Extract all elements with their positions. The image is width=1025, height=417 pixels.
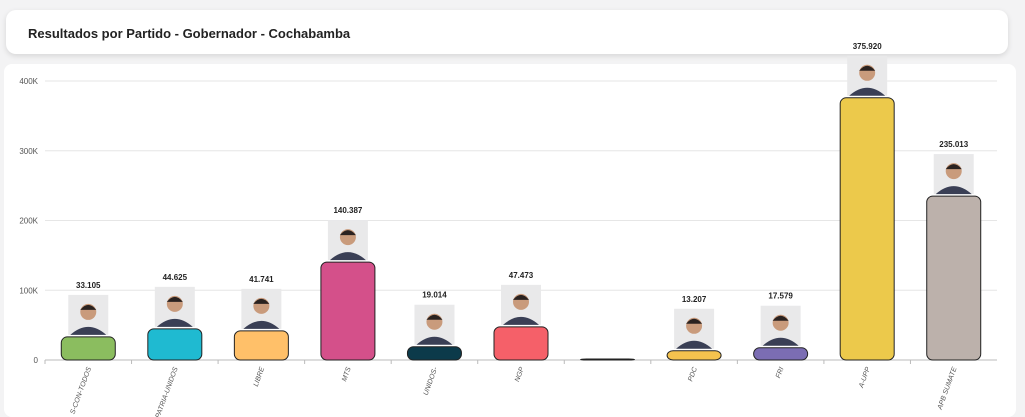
data-label: 41.741 [249, 275, 274, 284]
hair-icon [166, 296, 183, 302]
hair-icon [513, 294, 529, 300]
bar [580, 358, 636, 361]
hair-icon [80, 304, 97, 310]
x-tick-label: FRI [775, 366, 785, 379]
bar [839, 97, 895, 361]
y-tick-label: 200K [19, 217, 38, 226]
data-label: 33.105 [76, 281, 101, 290]
bar [753, 347, 809, 361]
torso-icon [416, 336, 453, 345]
y-tick-label: 0 [34, 356, 39, 365]
candidate-photo [847, 55, 888, 96]
data-label: 44.625 [163, 273, 188, 282]
candidate-photo [933, 154, 974, 195]
bar [320, 261, 376, 361]
torso-icon [935, 186, 972, 195]
data-label: 17.579 [768, 292, 793, 301]
y-tick-label: 100K [19, 286, 38, 295]
data-label: 47.473 [509, 271, 534, 280]
data-label: 375.920 [853, 42, 882, 51]
candidate-photo [414, 304, 455, 345]
torso-icon [156, 318, 193, 327]
bar [406, 346, 462, 361]
hair-icon [859, 65, 876, 71]
x-tick-label: PATRIA-UNIDOS [155, 366, 180, 417]
candidate-photo [674, 308, 715, 349]
x-tick-label: PDC [687, 365, 699, 382]
torso-icon [676, 340, 713, 349]
candidate-photo [68, 294, 109, 335]
candidate-photo [241, 288, 282, 329]
hair-icon [945, 164, 962, 170]
data-label: 13.207 [682, 295, 707, 304]
data-label: 140.387 [333, 206, 362, 215]
candidate-photo [327, 220, 368, 261]
bar [233, 330, 289, 361]
hair-icon [426, 314, 443, 320]
bar [60, 336, 116, 361]
x-tick-label: LIBRE [253, 366, 267, 388]
torso-icon [329, 252, 366, 261]
hair-icon [686, 318, 703, 324]
bar [666, 350, 722, 361]
bar [493, 326, 549, 361]
candidate-photo [154, 286, 195, 327]
hair-icon [253, 298, 270, 304]
x-tick-label: S-CON-TODOS [70, 366, 94, 415]
x-tick-label: MTS [341, 366, 353, 383]
candidate-photo [501, 284, 541, 325]
torso-icon [849, 87, 886, 96]
y-tick-label: 400K [19, 77, 38, 86]
torso-icon [70, 326, 107, 335]
candidate-photo [760, 305, 801, 346]
page-title: Resultados por Partido - Gobernador - Co… [28, 26, 351, 41]
bar [147, 328, 203, 361]
y-tick-label: 300K [19, 147, 38, 156]
torso-icon [243, 320, 280, 329]
hair-icon [339, 230, 356, 236]
torso-icon [503, 316, 539, 325]
x-tick-label: UNIDOS- [423, 366, 440, 397]
x-tick-label: A-UPP [858, 366, 872, 390]
x-tick-label: NGP [514, 366, 526, 383]
torso-icon [762, 337, 799, 346]
header-card: Resultados por Partido - Gobernador - Co… [6, 10, 1008, 54]
bar [926, 195, 982, 361]
hair-icon [772, 315, 789, 321]
data-label: 19.014 [422, 291, 447, 300]
data-label: 235.013 [939, 140, 968, 149]
x-tick-label: APB SUMATE [936, 366, 958, 412]
